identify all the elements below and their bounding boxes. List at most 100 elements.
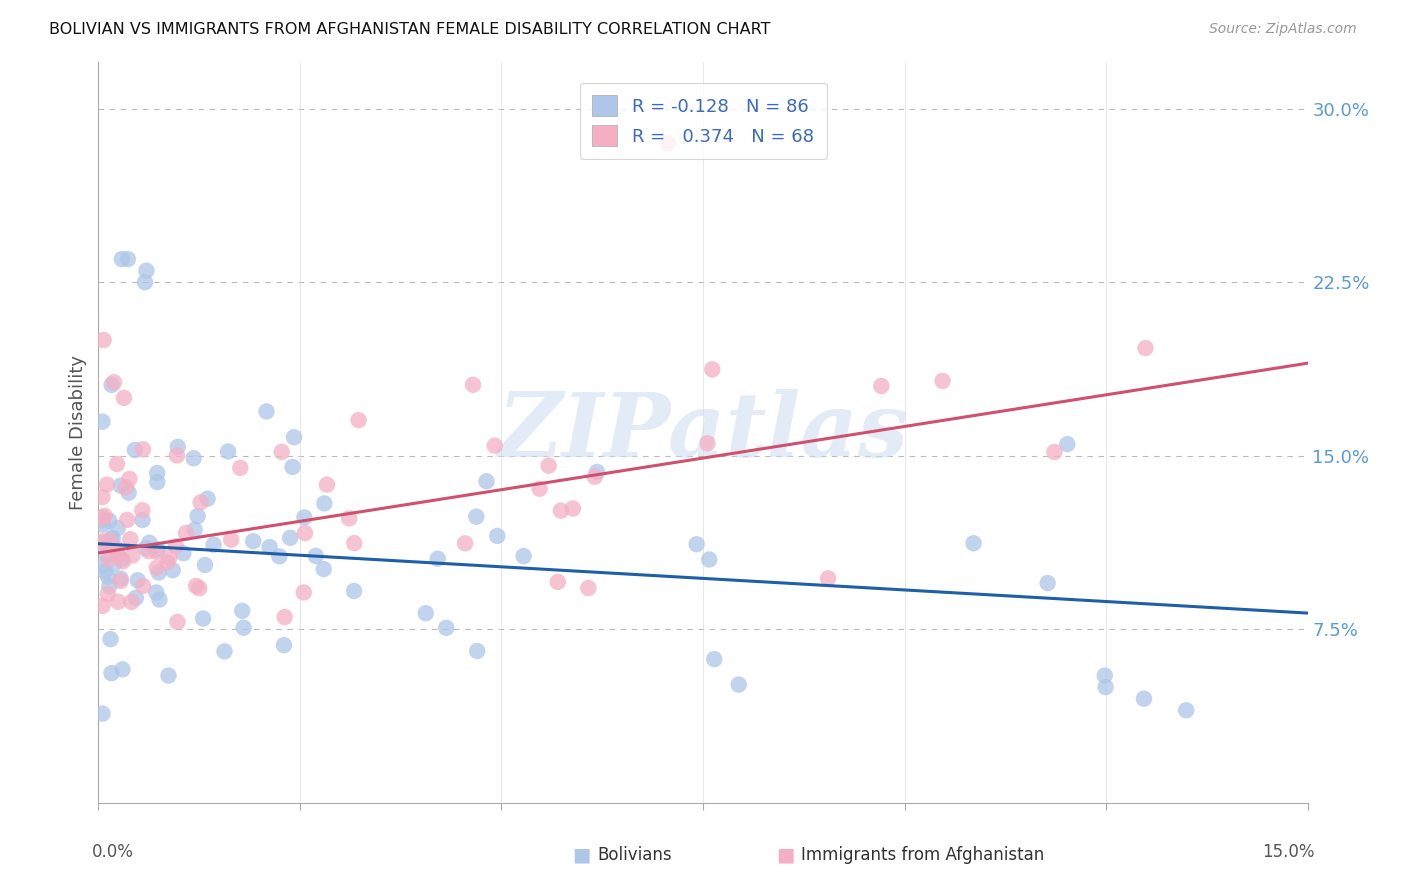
Point [112,391,135,405]
Point [685,537,707,551]
Point [561,501,583,516]
Point [97,587,120,601]
Point [146,466,169,480]
Point [96,477,118,491]
Point [547,574,569,589]
Point [98,533,121,548]
Point [454,536,477,550]
Point [110,478,132,492]
Point [121,549,143,563]
Point [292,585,315,599]
Point [111,552,134,566]
Point [1135,341,1157,355]
Point [229,460,252,475]
Point [148,566,170,580]
Point [156,555,179,569]
Point [292,510,315,524]
Point [132,442,155,457]
Point [1175,703,1198,717]
Point [962,536,984,550]
Point [124,443,146,458]
Text: Immigrants from Afghanistan: Immigrants from Afghanistan [801,846,1045,863]
Point [101,531,124,545]
Point [586,465,609,479]
Point [105,541,128,556]
Point [537,458,560,473]
Point [145,585,167,599]
Point [110,574,132,588]
Point [94,564,117,578]
Point [415,606,437,620]
Point [117,513,139,527]
Point [91,599,114,613]
Point [135,263,157,277]
Point [465,509,488,524]
Point [91,706,114,721]
Point [461,377,484,392]
Point [107,521,129,535]
Point [316,477,339,491]
Point [91,514,114,528]
Point [184,579,207,593]
Point [103,557,125,571]
Point [111,662,134,676]
Point [91,558,114,573]
Point [1094,668,1116,682]
Point [138,535,160,549]
Point [96,548,118,562]
Point [1043,445,1066,459]
Point [702,362,724,376]
Point [97,570,120,584]
Text: ■: ■ [776,846,794,864]
Point [100,377,122,392]
Point [434,621,457,635]
Point [529,482,551,496]
Point [98,514,121,528]
Point [931,374,953,388]
Point [273,638,295,652]
Point [157,550,180,565]
Point [91,534,114,549]
Point [194,558,217,572]
Point [727,677,749,691]
Point [486,529,509,543]
Point [343,536,366,550]
Point [111,554,134,568]
Point [294,526,316,541]
Text: BOLIVIAN VS IMMIGRANTS FROM AFGHANISTAN FEMALE DISABILITY CORRELATION CHART: BOLIVIAN VS IMMIGRANTS FROM AFGHANISTAN … [49,22,770,37]
Point [696,436,718,450]
Point [97,552,120,566]
Text: Bolivians: Bolivians [598,846,672,863]
Point [232,621,254,635]
Point [174,526,197,541]
Point [191,611,214,625]
Point [93,333,115,347]
Point [111,252,134,266]
Point [117,252,139,266]
Point [188,581,211,595]
Point [576,581,599,595]
Point [242,534,264,549]
Point [100,532,122,546]
Text: 0.0%: 0.0% [91,843,134,861]
Point [484,439,506,453]
Point [183,523,205,537]
Point [870,379,893,393]
Y-axis label: Female Disability: Female Disability [69,355,87,510]
Point [269,549,291,564]
Point [165,539,187,553]
Point [91,415,114,429]
Point [145,561,167,575]
Point [98,579,121,593]
Point [127,574,149,588]
Text: ■: ■ [572,846,591,864]
Point [100,666,122,681]
Point [259,540,281,554]
Point [105,457,128,471]
Point [148,592,170,607]
Point [110,572,132,586]
Point [91,510,114,524]
Point [131,513,153,527]
Point [100,632,122,647]
Point [187,509,209,524]
